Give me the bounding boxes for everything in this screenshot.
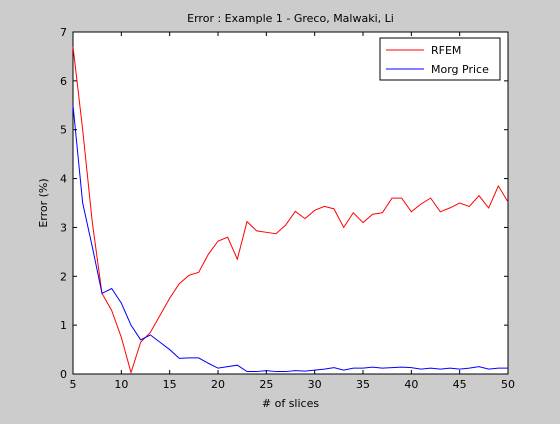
legend-label-rfem: RFEM <box>431 44 461 57</box>
series-line-morg-price <box>72 105 508 373</box>
x-tick-label: 40 <box>404 378 418 391</box>
y-tick-label: 7 <box>60 26 67 39</box>
plot-area <box>72 31 509 375</box>
x-tick-label: 50 <box>501 378 515 391</box>
y-tick-label: 2 <box>60 270 67 283</box>
x-tick-label: 30 <box>308 378 322 391</box>
x-tick-label: 45 <box>453 378 467 391</box>
series-layer <box>72 46 509 375</box>
x-tick-label: 25 <box>259 378 273 391</box>
y-axis-label: Error (%) <box>37 178 50 227</box>
y-tick-label: 4 <box>60 173 67 186</box>
y-tick-label: 0 <box>60 368 67 381</box>
x-tick-label: 35 <box>356 378 370 391</box>
legend: RFEM Morg Price <box>379 37 501 81</box>
y-tick-label: 1 <box>60 319 67 332</box>
y-tick-label: 5 <box>60 124 67 137</box>
x-tick-label: 20 <box>211 378 225 391</box>
y-tick-label: 3 <box>60 221 67 234</box>
x-tick-label: 5 <box>70 378 77 391</box>
legend-box <box>379 37 501 81</box>
legend-label-morg-price: Morg Price <box>431 63 489 76</box>
y-tick-label: 6 <box>60 75 67 88</box>
x-tick-label: 15 <box>163 378 177 391</box>
x-axis-label: # of slices <box>262 397 319 410</box>
chart-title: Error : Example 1 - Greco, Malwaki, Li <box>187 12 394 25</box>
x-tick-label: 10 <box>114 378 128 391</box>
